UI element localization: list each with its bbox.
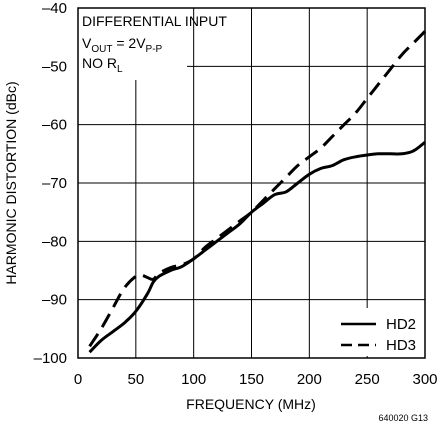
- y-tick-label: –60: [42, 117, 67, 134]
- x-tick-label: 100: [181, 371, 206, 388]
- legend-hd2-label: HD2: [386, 316, 416, 333]
- legend: HD2 HD3: [341, 316, 416, 354]
- x-tick-label: 300: [412, 371, 437, 388]
- legend-box: [336, 308, 425, 356]
- x-tick-label: 200: [297, 371, 322, 388]
- x-axis-title: FREQUENCY (MHz): [186, 396, 316, 412]
- series-layer: [88, 30, 427, 354]
- annotation-line-3: NO RL: [82, 55, 123, 75]
- x-tick-label: 0: [74, 371, 82, 388]
- y-tick-label: –100: [34, 350, 67, 367]
- y-axis-title: HARMONIC DISTORTION (dBc): [3, 81, 19, 284]
- x-tick-label: 150: [239, 371, 264, 388]
- plot-frame: [77, 7, 426, 359]
- y-tick-label: –80: [42, 233, 67, 250]
- x-tick-label: 50: [127, 371, 144, 388]
- tick-labels: 0 50 100 150 200 250 300 –100 –90 –80 –70 –60 –50 –40: [34, 0, 438, 388]
- y-tick-label: –50: [42, 58, 67, 75]
- y-tick-label: –90: [42, 292, 67, 309]
- annotation-line-2: VOUT = 2VP-P: [82, 35, 163, 55]
- y-tick-label: –70: [42, 175, 67, 192]
- figure-code: 640020 G13: [378, 413, 428, 423]
- series-hd2-line: [88, 140, 426, 354]
- annotation-box: [78, 8, 187, 80]
- annotation-line-1: DIFFERENTIAL INPUT: [82, 13, 227, 29]
- x-tick-label: 250: [355, 371, 380, 388]
- y-tick-label: –40: [42, 0, 67, 17]
- series-hd3-line: [88, 30, 427, 348]
- legend-hd3-label: HD3: [386, 337, 416, 354]
- grid: [78, 8, 425, 358]
